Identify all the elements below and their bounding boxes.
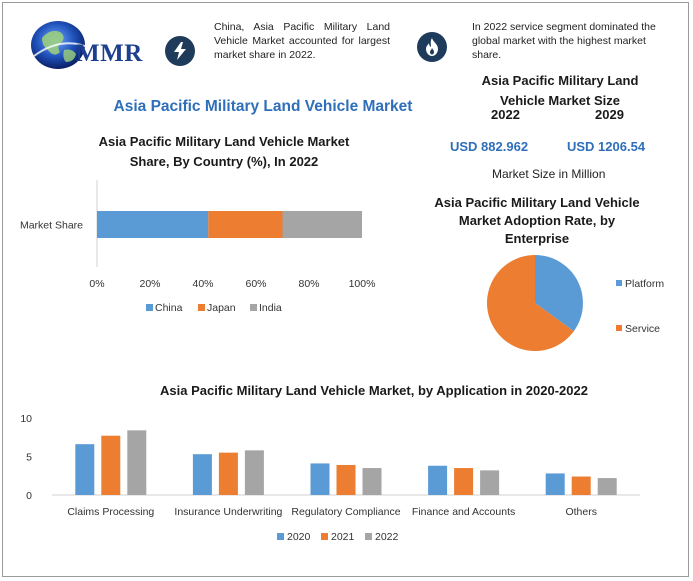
flame-icon [426,38,438,56]
bar-2022 [597,478,617,495]
bar-2020 [192,454,212,495]
bar-2020 [545,473,565,495]
legend-label-2022: 2022 [375,531,399,543]
legend-label-2020: 2020 [287,531,311,543]
market-size-title-line1: Asia Pacific Military Land [481,73,639,88]
category-label: Insurance Underwriting [174,506,282,518]
category-label: Regulatory Compliance [291,506,400,518]
x-tick-label: 20% [139,278,160,290]
logo: MMR [28,16,153,74]
bar-2021 [101,435,121,495]
market-size-year-start: 2022 [491,107,520,122]
country-share-chart-title: Asia Pacific Military Land Vehicle Marke… [70,133,378,171]
note-badge-2 [417,32,447,62]
application-chart-title: Asia Pacific Military Land Vehicle Marke… [160,383,588,398]
lightning-icon [174,42,186,60]
market-size-value-end: USD 1206.54 [567,139,646,154]
bar-2020 [75,444,95,495]
bar-2020 [428,465,448,495]
market-size-unit-label: Market Size in Million [492,167,606,181]
adoption-pie-title: Asia Pacific Military Land Vehicle Marke… [424,194,650,248]
bar-2022 [362,468,382,495]
note-text-1: China, Asia Pacific Military Land Vehicl… [214,21,390,61]
legend-label-platform: Platform [625,278,664,290]
market-size-value-start: USD 882.962 [450,139,529,154]
legend-swatch-2020 [277,533,284,540]
legend-swatch-2022 [365,533,372,540]
adoption-pie-title-line2: Market Adoption Rate, by [458,213,616,228]
note-text-2: In 2022 service segment dominated the gl… [472,21,656,61]
market-size-year-end: 2029 [595,107,624,122]
bar-2022 [244,450,264,495]
legend-label-2021: 2021 [331,531,355,543]
logo-globe-icon [31,21,95,69]
legend-swatch-india [250,304,257,311]
y-tick-label: 0 [26,490,32,502]
x-tick-label: 100% [349,278,376,290]
application-chart: 0 5 10 Claims Processing Insurance Underwrit… [20,413,640,543]
share-bar-japan [208,211,283,238]
x-tick-label: 60% [245,278,266,290]
category-label: Claims Processing [67,506,154,518]
logo-text: MMR [76,40,143,67]
market-size-title: Asia Pacific Military Land Vehicle Marke… [458,72,662,109]
legend-swatch-japan [198,304,205,311]
x-tick-label: 40% [192,278,213,290]
bar-2021 [336,464,356,495]
bar-2021 [571,476,591,495]
share-bar-india [282,211,362,238]
x-tick-label: 0% [89,278,104,290]
legend-label-japan: Japan [207,302,236,314]
y-tick-label: 5 [26,452,32,464]
category-label: Others [565,506,597,518]
adoption-pie-title-line1: Asia Pacific Military Land Vehicle [434,195,640,210]
adoption-pie-title-line3: Enterprise [504,231,570,246]
category-label: Market Share [20,220,83,232]
legend-swatch-2021 [321,533,328,540]
legend-label-india: India [259,302,282,314]
market-size-title-line2: Vehicle Market Size [500,93,620,108]
legend-label-china: China [155,302,183,314]
legend-label-service: Service [625,323,660,335]
bar-2022 [127,430,147,495]
country-share-title-line2: Share, By Country (%), In 2022 [129,154,319,169]
pie-slice-platform [535,255,583,332]
y-tick-label: 10 [20,413,32,425]
bar-2022 [480,470,500,495]
main-title: Asia Pacific Military Land Vehicle Marke… [113,98,413,115]
pie-slice-service [487,255,574,351]
category-label: Finance and Accounts [412,506,515,518]
bar-2021 [454,468,474,495]
legend-swatch-china [146,304,153,311]
legend-swatch-platform [616,280,622,286]
bar-2020 [310,463,330,495]
x-tick-label: 80% [298,278,319,290]
share-bar-china [97,211,209,238]
legend-swatch-service [616,325,622,331]
adoption-pie-chart: Platform Service [487,255,664,351]
note-badge-1 [165,36,195,66]
country-share-chart: Market Share 0% 20% 40% 60% 80% 100% China Japan… [20,180,376,314]
bar-2021 [218,452,238,495]
country-share-title-line1: Asia Pacific Military Land Vehicle Marke… [98,134,350,149]
